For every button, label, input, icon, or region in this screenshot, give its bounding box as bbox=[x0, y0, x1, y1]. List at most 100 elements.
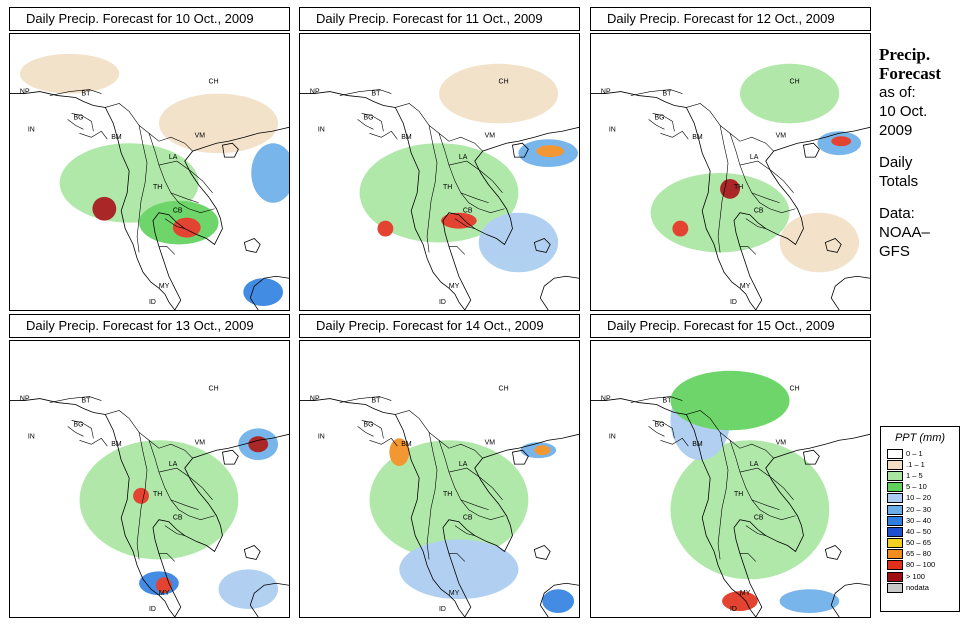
island-outline bbox=[824, 238, 842, 253]
country-label-my: MY bbox=[740, 590, 751, 597]
legend-swatch bbox=[887, 470, 903, 481]
island-outline bbox=[222, 142, 239, 158]
island-outline bbox=[533, 545, 551, 560]
coastline bbox=[591, 91, 757, 310]
country-border bbox=[745, 218, 766, 229]
precip-area bbox=[720, 178, 740, 199]
country-label-ch: CH bbox=[209, 386, 219, 393]
country-label-in: IN bbox=[28, 433, 35, 440]
country-label-th: TH bbox=[153, 491, 162, 498]
coastline bbox=[830, 275, 870, 310]
country-label-ch: CH bbox=[499, 79, 509, 86]
precip-area bbox=[218, 569, 279, 610]
precip-field bbox=[359, 63, 578, 273]
country-label-cb: CB bbox=[463, 208, 473, 215]
coastline bbox=[733, 433, 870, 617]
legend-label: 5 – 10 bbox=[906, 482, 927, 492]
country-label-bg: BG bbox=[655, 114, 665, 121]
country-border bbox=[460, 499, 489, 511]
precip-area bbox=[542, 589, 575, 614]
country-border bbox=[71, 113, 94, 132]
country-label-my: MY bbox=[740, 283, 751, 290]
precip-map: NP BT BG IN BM CH VM LA TH CB MY ID bbox=[590, 33, 871, 311]
country-border bbox=[426, 432, 438, 560]
country-border bbox=[361, 113, 384, 132]
legend-row: 50 – 65 bbox=[887, 538, 959, 549]
map-canvas: NP BT BG IN BM CH VM LA TH CB MY ID bbox=[591, 63, 870, 310]
country-label-bt: BT bbox=[662, 398, 672, 405]
country-border bbox=[745, 525, 766, 536]
country-border bbox=[79, 437, 108, 447]
country-border bbox=[148, 440, 215, 521]
country-label-id: ID bbox=[439, 606, 446, 613]
as-of-label: as of: bbox=[879, 84, 916, 101]
island-outline bbox=[512, 142, 529, 158]
legend-label: 20 – 30 bbox=[906, 504, 932, 514]
island-outline bbox=[803, 142, 820, 158]
data-source-line1: NOAA– bbox=[879, 224, 930, 241]
country-label-in: IN bbox=[318, 126, 325, 133]
country-border bbox=[652, 420, 675, 439]
coastline bbox=[830, 582, 870, 617]
precip-field bbox=[19, 53, 289, 307]
country-label-bg: BG bbox=[364, 114, 374, 121]
legend-swatch bbox=[887, 526, 903, 537]
legend-label: .1 – 1 bbox=[906, 459, 925, 469]
panel-title: Daily Precip. Forecast for 12 Oct., 2009 bbox=[590, 7, 871, 31]
country-border bbox=[739, 246, 757, 255]
legend-label: 30 – 40 bbox=[906, 515, 932, 525]
country-label-bt: BT bbox=[81, 398, 91, 405]
country-label-ch: CH bbox=[790, 386, 800, 393]
country-border bbox=[164, 525, 185, 536]
country-border bbox=[652, 113, 675, 132]
legend-swatch bbox=[887, 493, 903, 504]
legend-label: nodata bbox=[906, 582, 929, 592]
country-label-la: LA bbox=[459, 461, 468, 468]
country-label-th: TH bbox=[734, 491, 743, 498]
coastline bbox=[300, 91, 466, 310]
legend-row: 80 – 100 bbox=[887, 560, 959, 571]
legend-row: > 100 bbox=[887, 571, 959, 582]
precip-map: NP BT BG IN BM CH VM LA TH CB MY ID bbox=[9, 340, 290, 618]
precip-area bbox=[440, 212, 477, 229]
precip-area bbox=[248, 436, 269, 453]
legend-swatch bbox=[887, 560, 903, 571]
legend-swatch bbox=[887, 538, 903, 549]
legend-swatch bbox=[887, 504, 903, 515]
precip-area bbox=[158, 93, 279, 154]
legend-row: 20 – 30 bbox=[887, 504, 959, 515]
precip-map: NP BT BG IN BM CH VM LA TH CB MY ID bbox=[9, 33, 290, 311]
coastlines bbox=[10, 89, 289, 310]
precip-area bbox=[243, 278, 284, 307]
legend-label: 10 – 20 bbox=[906, 493, 932, 503]
legend-swatch bbox=[887, 571, 903, 582]
legend-label: 80 – 100 bbox=[906, 560, 936, 570]
map-canvas: NP BT BG IN BM CH VM LA TH CB MY ID bbox=[10, 386, 289, 617]
country-label-id: ID bbox=[439, 299, 446, 306]
info-panel: Precip. Forecast as of: 10 Oct. 2009 Dai… bbox=[879, 45, 965, 261]
precip-area bbox=[369, 440, 529, 560]
country-border bbox=[136, 432, 148, 560]
precip-area bbox=[389, 438, 410, 467]
coastline bbox=[442, 433, 579, 617]
country-border bbox=[448, 467, 503, 501]
country-label-my: MY bbox=[159, 283, 170, 290]
country-label-la: LA bbox=[169, 461, 178, 468]
legend-swatch bbox=[887, 448, 903, 459]
country-border bbox=[67, 119, 84, 130]
country-label-bm: BM bbox=[111, 134, 122, 141]
map-canvas: NP BT BG IN BM CH VM LA TH CB MY ID bbox=[10, 53, 289, 310]
legend-label: > 100 bbox=[906, 571, 925, 581]
legend-swatch bbox=[887, 482, 903, 493]
precip-area bbox=[779, 212, 860, 273]
country-label-th: TH bbox=[153, 184, 162, 191]
country-border bbox=[369, 437, 398, 447]
country-label-np: NP bbox=[601, 89, 611, 96]
country-label-vm: VM bbox=[195, 439, 206, 446]
country-border bbox=[751, 499, 780, 511]
coastlines bbox=[300, 89, 579, 310]
precip-area bbox=[92, 196, 117, 221]
country-border bbox=[361, 420, 384, 439]
country-label-in: IN bbox=[609, 433, 616, 440]
country-border bbox=[648, 426, 665, 437]
